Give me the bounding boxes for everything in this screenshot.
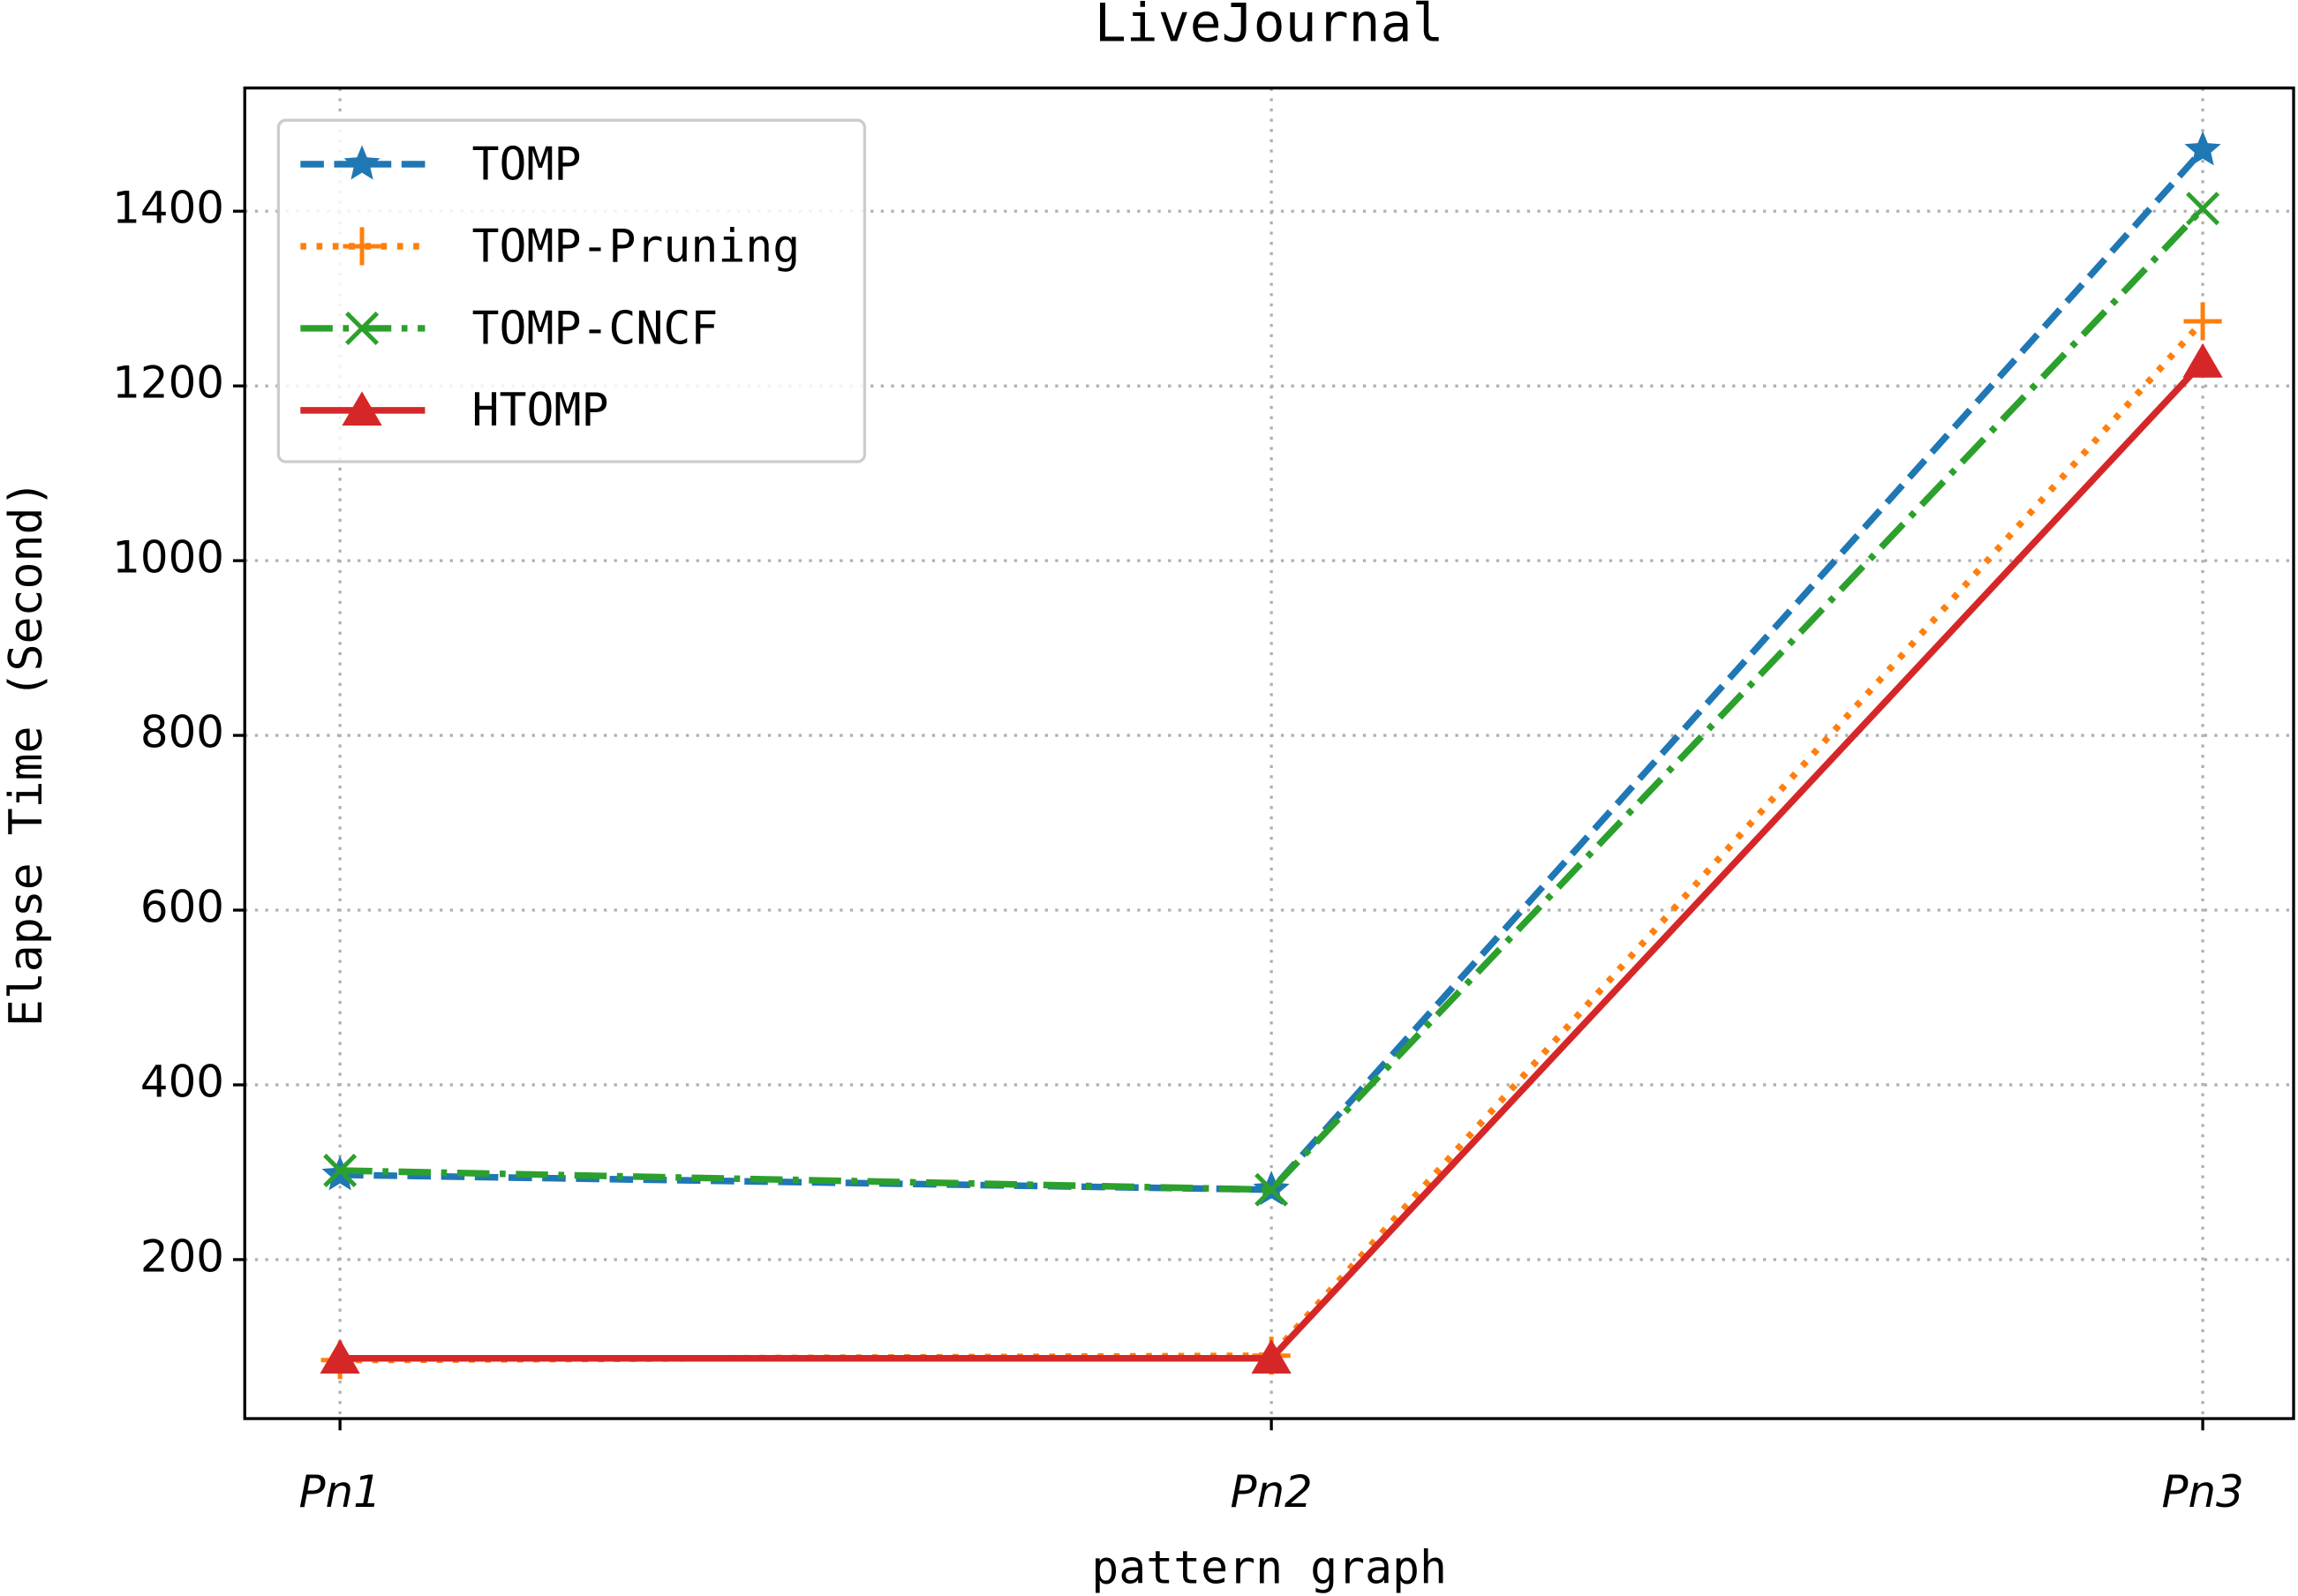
marker	[2183, 302, 2222, 341]
plot-area	[320, 131, 2223, 1380]
legend-box	[276, 118, 867, 463]
legend-label: TOMP-Pruning	[472, 220, 801, 273]
marker	[1251, 1339, 1292, 1374]
legend: TOMP TOMP-Pruning TOMP-CNCF HTOMP	[276, 118, 867, 463]
legend-label: HTOMP	[472, 384, 609, 437]
legend-label: TOMP-CNCF	[472, 302, 719, 355]
y-tick-label: 200	[140, 1231, 224, 1282]
marker	[1254, 1172, 1289, 1207]
chart-title: LiveJournal	[1095, 0, 1444, 55]
series-line	[340, 319, 2205, 1364]
y-tick-label: 1400	[112, 183, 224, 234]
x-axis-label: pattern graph	[1091, 1542, 1447, 1595]
marker	[343, 145, 380, 180]
x-tick-label: Pn2	[1230, 1466, 1312, 1517]
y-tick-label: 1200	[112, 358, 224, 409]
y-tick-label: 1000	[112, 532, 224, 583]
legend-label: TOMP	[472, 138, 582, 191]
marker	[343, 227, 381, 266]
y-axis-label: Elapse Time (Second)	[0, 480, 53, 1028]
marker	[323, 1153, 358, 1187]
x-tick-label: Pn1	[298, 1466, 380, 1517]
y-tick-label: 800	[140, 707, 224, 758]
marker	[342, 391, 382, 426]
y-tick-label: 600	[140, 882, 224, 933]
series-line	[340, 206, 2205, 1193]
marker	[2182, 343, 2223, 378]
marker	[2184, 131, 2221, 166]
x-tick-label: Pn3	[2161, 1466, 2243, 1517]
axes-frame	[243, 87, 2295, 1420]
y-tick-label: 400	[140, 1056, 224, 1107]
marker	[2186, 192, 2220, 226]
marker	[345, 311, 380, 345]
marker	[320, 1339, 360, 1374]
